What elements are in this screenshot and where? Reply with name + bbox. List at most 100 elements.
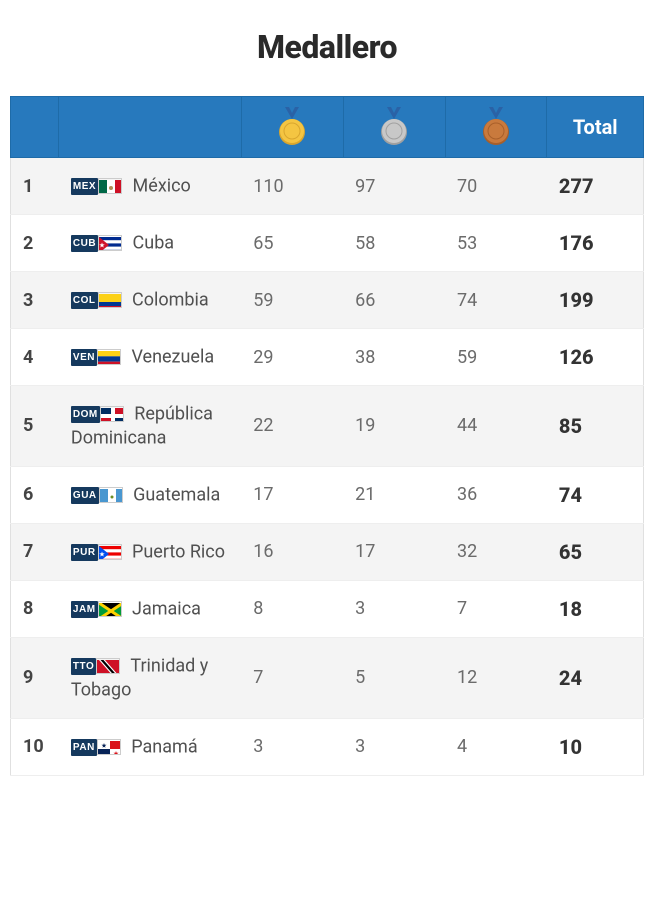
bronze-cell: 36 [445, 466, 547, 523]
header-row: Total [11, 97, 644, 158]
page-title: Medallero [10, 28, 644, 66]
flag-badge: TTO [71, 658, 120, 675]
country-name: Venezuela [127, 347, 214, 368]
rank-cell: 3 [11, 272, 59, 329]
country-code: GUA [71, 487, 99, 504]
gold-cell: 7 [241, 637, 343, 718]
total-cell: 65 [547, 523, 644, 580]
silver-cell: 5 [343, 637, 445, 718]
country-name: Panamá [127, 736, 198, 757]
silver-cell: 17 [343, 523, 445, 580]
table-row: 10PAN Panamá33410 [11, 718, 644, 775]
country-name: Cuba [128, 233, 174, 254]
bronze-cell: 4 [445, 718, 547, 775]
medal-table-body: 1MEX México11097702772CUB Cuba6558531763… [11, 158, 644, 776]
total-cell: 126 [547, 329, 644, 386]
header-total: Total [547, 97, 644, 158]
flag-badge: MEX [71, 178, 122, 195]
silver-cell: 3 [343, 580, 445, 637]
flag-icon [98, 178, 122, 194]
medal-table-container: Medallero [0, 0, 654, 786]
silver-cell: 97 [343, 158, 445, 215]
total-cell: 85 [547, 386, 644, 467]
silver-medal-icon [377, 107, 411, 147]
country-name: Colombia [128, 290, 209, 311]
gold-cell: 110 [241, 158, 343, 215]
rank-cell: 8 [11, 580, 59, 637]
bronze-cell: 59 [445, 329, 547, 386]
flag-badge: JAM [71, 601, 122, 618]
bronze-cell: 70 [445, 158, 547, 215]
flag-badge: CUB [71, 235, 122, 252]
flag-icon [98, 601, 122, 617]
country-name: Puerto Rico [128, 541, 225, 562]
country-code: TTO [71, 658, 96, 675]
bronze-cell: 32 [445, 523, 547, 580]
bronze-cell: 12 [445, 637, 547, 718]
country-cell: PAN Panamá [59, 718, 241, 775]
gold-cell: 16 [241, 523, 343, 580]
rank-cell: 4 [11, 329, 59, 386]
flag-icon [99, 487, 123, 503]
gold-cell: 17 [241, 466, 343, 523]
gold-medal-icon [275, 107, 309, 147]
medal-table: Total 1MEX México11097702772CUB Cuba6558… [10, 96, 644, 776]
country-code: JAM [71, 601, 98, 618]
rank-cell: 9 [11, 637, 59, 718]
bronze-cell: 53 [445, 215, 547, 272]
rank-cell: 10 [11, 718, 59, 775]
country-code: COL [71, 292, 98, 309]
country-cell: JAM Jamaica [59, 580, 241, 637]
silver-cell: 58 [343, 215, 445, 272]
table-row: 6 GUA Guatemala 17213674 [11, 466, 644, 523]
total-cell: 18 [547, 580, 644, 637]
bronze-cell: 7 [445, 580, 547, 637]
country-cell: MEX México [59, 158, 241, 215]
gold-cell: 8 [241, 580, 343, 637]
country-code: DOM [71, 406, 100, 423]
gold-cell: 22 [241, 386, 343, 467]
flag-badge: VEN [71, 349, 121, 366]
table-row: 8JAM Jamaica83718 [11, 580, 644, 637]
gold-cell: 65 [241, 215, 343, 272]
rank-cell: 7 [11, 523, 59, 580]
total-cell: 24 [547, 637, 644, 718]
silver-cell: 19 [343, 386, 445, 467]
country-name: Guatemala [129, 484, 221, 505]
country-code: VEN [71, 349, 97, 366]
country-cell: VEN Venezuela [59, 329, 241, 386]
silver-cell: 38 [343, 329, 445, 386]
gold-cell: 3 [241, 718, 343, 775]
header-bronze [445, 97, 547, 158]
table-row: 3COL Colombia596674199 [11, 272, 644, 329]
table-row: 5DOM República Dominicana22194485 [11, 386, 644, 467]
rank-cell: 1 [11, 158, 59, 215]
flag-icon [98, 292, 122, 308]
country-name: México [128, 176, 191, 197]
bronze-cell: 74 [445, 272, 547, 329]
country-code: PAN [71, 739, 97, 756]
flag-badge: GUA [71, 487, 123, 504]
silver-cell: 66 [343, 272, 445, 329]
country-code: MEX [71, 178, 98, 195]
silver-cell: 21 [343, 466, 445, 523]
bronze-cell: 44 [445, 386, 547, 467]
table-row: 1MEX México1109770277 [11, 158, 644, 215]
header-country [59, 97, 241, 158]
gold-cell: 59 [241, 272, 343, 329]
total-cell: 10 [547, 718, 644, 775]
country-code: CUB [71, 235, 98, 252]
country-cell: TTO Trinidad y Tobago [59, 637, 241, 718]
rank-cell: 5 [11, 386, 59, 467]
flag-badge: DOM [71, 406, 124, 423]
flag-icon [97, 349, 121, 365]
flag-icon [98, 544, 122, 560]
total-cell: 277 [547, 158, 644, 215]
flag-badge: PAN [71, 739, 121, 756]
total-cell: 74 [547, 466, 644, 523]
rank-cell: 6 [11, 466, 59, 523]
rank-cell: 2 [11, 215, 59, 272]
flag-badge: PUR [71, 544, 122, 561]
flag-icon [98, 235, 122, 251]
country-name: Jamaica [128, 598, 201, 619]
